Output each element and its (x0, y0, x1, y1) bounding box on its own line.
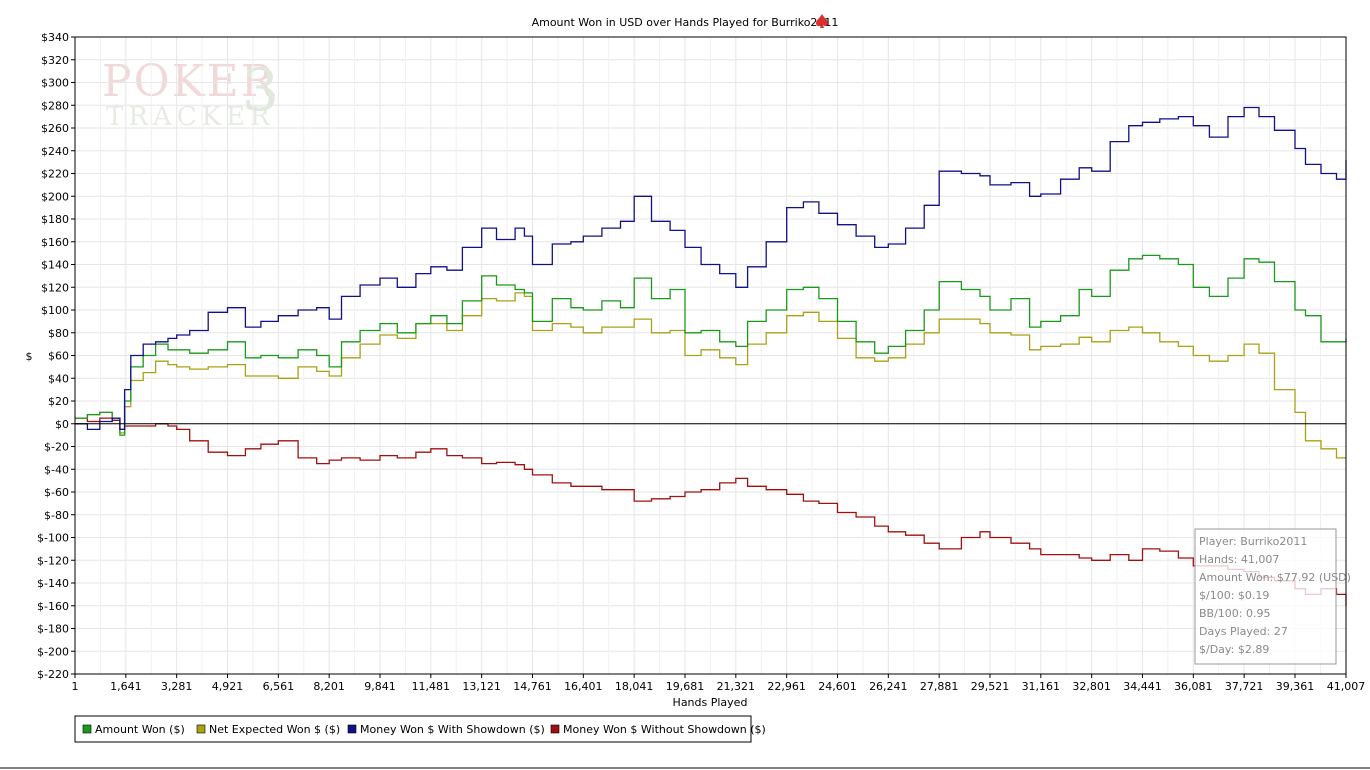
y-tick-label: $-20 (44, 441, 69, 454)
x-tick-label: 29,521 (971, 680, 1010, 693)
y-tick-label: $-80 (44, 509, 69, 522)
x-tick-label: 31,161 (1022, 680, 1061, 693)
x-tick-label: 4,921 (212, 680, 244, 693)
watermark-line1: POKER (102, 56, 276, 107)
series-line-3 (75, 417, 1347, 606)
legend-label-with-showdown: Money Won $ With Showdown ($) (360, 723, 545, 736)
stats-hands: Hands: 41,007 (1199, 553, 1279, 566)
y-tick-label: $60 (48, 350, 69, 363)
x-tick-label: 27,881 (920, 680, 959, 693)
stats-per-100: $/100: $0.19 (1199, 589, 1269, 602)
y-tick-label: $240 (41, 145, 69, 158)
watermark-mark: 3 (242, 56, 279, 124)
x-tick-label: 22,961 (767, 680, 806, 693)
y-axis-ticks: $340 $320 $300 $280 $260 $240 $220 $200 $180 $160… (37, 31, 75, 681)
y-tick-label: $200 (41, 190, 69, 203)
y-tick-label: $280 (41, 99, 69, 112)
x-tick-label: 6,561 (263, 680, 295, 693)
x-tick-label: 24,601 (818, 680, 857, 693)
x-tick-label: 1,641 (110, 680, 142, 693)
stats-player: Player: Burriko2011 (1199, 535, 1307, 548)
watermark-line2: TRACKER (106, 102, 275, 132)
y-tick-label: $-140 (37, 577, 69, 590)
y-tick-label: $220 (41, 168, 69, 181)
x-tick-label: 32,801 (1072, 680, 1111, 693)
x-tick-label: 34,441 (1123, 680, 1162, 693)
y-tick-label: $-60 (44, 486, 69, 499)
x-tick-label: 41,007 (1327, 680, 1366, 693)
legend-frame (74, 715, 752, 743)
x-tick-label: 11,481 (412, 680, 451, 693)
legend-swatch-without-showdown (550, 724, 560, 734)
x-tick-label: 13,121 (462, 680, 501, 693)
legend-label-amount-won: Amount Won ($) (95, 723, 185, 736)
x-tick-label: 8,201 (313, 680, 345, 693)
y-tick-label: $-220 (37, 668, 69, 681)
stats-bb-100: BB/100: 0.95 (1199, 607, 1271, 620)
y-tick-label: $-120 (37, 554, 69, 567)
series-layer (75, 106, 1347, 606)
y-tick-label: $-160 (37, 600, 69, 613)
y-tick-label: $140 (41, 259, 69, 272)
y-tick-label: $-200 (37, 645, 69, 658)
x-tick-label: 39,361 (1276, 680, 1315, 693)
x-tick-label: 9,841 (364, 680, 396, 693)
y-tick-label: $180 (41, 213, 69, 226)
chart-title: Amount Won in USD over Hands Played for … (532, 16, 839, 29)
y-tick-label: $-180 (37, 623, 69, 636)
x-axis-label: Hands Played (673, 696, 748, 709)
x-tick-label: 3,281 (161, 680, 193, 693)
series-line-1 (75, 292, 1346, 459)
y-tick-label: $20 (48, 395, 69, 408)
y-tick-label: $120 (41, 281, 69, 294)
y-tick-label: $0 (55, 418, 69, 431)
legend-swatch-with-showdown (347, 724, 357, 734)
x-tick-label: 37,721 (1225, 680, 1264, 693)
x-tick-label: 26,241 (869, 680, 908, 693)
x-tick-label: 14,761 (513, 680, 552, 693)
x-tick-label: 21,321 (717, 680, 756, 693)
spade-icon (816, 14, 828, 28)
legend: Amount Won ($) Net Expected Won $ ($) Mo… (74, 715, 766, 743)
stats-box-frame (1194, 528, 1337, 665)
y-tick-label: $160 (41, 236, 69, 249)
stats-amount-won: Amount Won: $77.92 (USD) (1199, 571, 1351, 584)
x-axis-ticks: 1 1,641 3,281 4,921 6,561 8,201 9,841 11,481 13,… (72, 674, 1366, 693)
plot-frame (74, 36, 1347, 675)
x-tick-label: 1 (72, 680, 79, 693)
stats-per-day: $/Day: $2.89 (1199, 643, 1269, 656)
stats-box: Player: Burriko2011 Hands: 41,007 Amount… (1194, 528, 1351, 665)
legend-label-without-showdown: Money Won $ Without Showdown ($) (563, 723, 766, 736)
x-tick-label: 16,401 (564, 680, 603, 693)
series-line-0 (75, 254, 1347, 436)
legend-swatch-amount-won (82, 724, 92, 734)
y-tick-label: $340 (41, 31, 69, 44)
series-line-2 (75, 106, 1347, 431)
x-tick-label: 19,681 (666, 680, 705, 693)
poker-tracker-watermark: POKER TRACKER 3 (102, 56, 279, 132)
y-tick-label: $40 (48, 372, 69, 385)
y-tick-label: $320 (41, 54, 69, 67)
legend-swatch-net-expected (196, 724, 206, 734)
stats-days-played: Days Played: 27 (1199, 625, 1288, 638)
y-tick-label: $100 (41, 304, 69, 317)
legend-label-net-expected: Net Expected Won $ ($) (209, 723, 340, 736)
x-tick-label: 18,041 (615, 680, 654, 693)
y-tick-label: $300 (41, 77, 69, 90)
y-tick-label: $260 (41, 122, 69, 135)
y-axis-label: $ (26, 350, 33, 363)
y-tick-label: $-100 (37, 532, 69, 545)
x-tick-label: 36,081 (1174, 680, 1213, 693)
y-tick-label: $-40 (44, 463, 69, 476)
y-tick-label: $80 (48, 327, 69, 340)
